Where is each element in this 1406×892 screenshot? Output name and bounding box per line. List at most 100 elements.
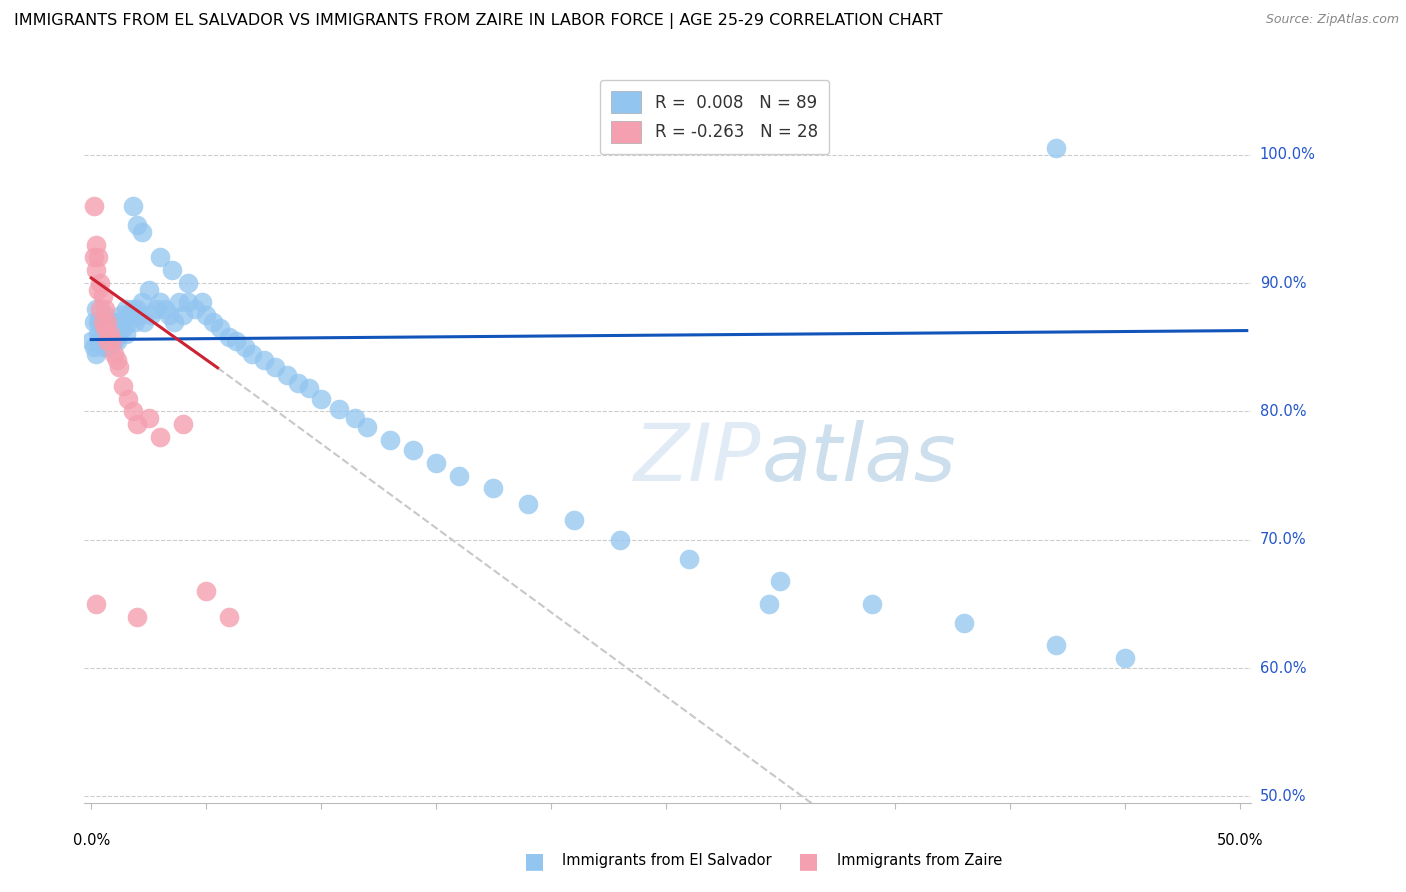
- Point: [84, 263, 107, 277]
- Point: [131, 295, 153, 310]
- Point: [195, 308, 218, 322]
- Point: [83, 340, 105, 354]
- Point: [103, 315, 125, 329]
- Point: [447, 468, 470, 483]
- Point: [105, 321, 128, 335]
- Point: [91, 334, 114, 348]
- Point: [138, 283, 160, 297]
- Point: [108, 315, 131, 329]
- Point: [84, 346, 107, 360]
- Point: [132, 315, 155, 329]
- Point: [121, 404, 143, 418]
- Point: [769, 574, 792, 588]
- Text: 50.0%: 50.0%: [1216, 833, 1263, 848]
- Point: [89, 276, 111, 290]
- Point: [153, 301, 176, 316]
- Point: [94, 327, 117, 342]
- Point: [356, 419, 378, 434]
- Point: [96, 340, 118, 354]
- Point: [678, 552, 700, 566]
- Point: [121, 199, 143, 213]
- Point: [94, 321, 117, 335]
- Point: [127, 609, 149, 624]
- Text: 100.0%: 100.0%: [1260, 147, 1316, 162]
- Text: ■: ■: [799, 851, 818, 871]
- Point: [138, 410, 160, 425]
- Point: [139, 308, 162, 322]
- Point: [516, 497, 538, 511]
- Text: IMMIGRANTS FROM EL SALVADOR VS IMMIGRANTS FROM ZAIRE IN LABOR FORCE | AGE 25-29 : IMMIGRANTS FROM EL SALVADOR VS IMMIGRANT…: [14, 13, 942, 29]
- Point: [157, 308, 180, 322]
- Point: [98, 334, 121, 348]
- Point: [264, 359, 287, 374]
- Point: [98, 327, 121, 342]
- Text: Source: ZipAtlas.com: Source: ZipAtlas.com: [1265, 13, 1399, 27]
- Point: [233, 340, 256, 354]
- Point: [87, 251, 110, 265]
- Point: [91, 289, 114, 303]
- Point: [89, 301, 111, 316]
- Point: [1045, 638, 1067, 652]
- Point: [298, 381, 321, 395]
- Point: [87, 334, 110, 348]
- Point: [758, 597, 780, 611]
- Point: [860, 597, 883, 611]
- Point: [145, 301, 167, 316]
- Point: [344, 410, 367, 425]
- Point: [114, 301, 136, 316]
- Text: 90.0%: 90.0%: [1260, 276, 1306, 291]
- Point: [1045, 141, 1067, 155]
- Point: [96, 327, 118, 342]
- Point: [110, 308, 132, 322]
- Text: 70.0%: 70.0%: [1260, 533, 1306, 547]
- Point: [96, 334, 118, 348]
- Text: atlas: atlas: [761, 420, 956, 498]
- Text: 80.0%: 80.0%: [1260, 404, 1306, 419]
- Point: [252, 353, 274, 368]
- Point: [112, 378, 135, 392]
- Point: [87, 327, 110, 342]
- Text: 60.0%: 60.0%: [1260, 661, 1306, 675]
- Text: Immigrants from Zaire: Immigrants from Zaire: [837, 854, 1002, 868]
- Point: [108, 359, 131, 374]
- Point: [94, 308, 117, 322]
- Point: [276, 368, 298, 383]
- Point: [87, 283, 110, 297]
- Text: Immigrants from El Salvador: Immigrants from El Salvador: [562, 854, 772, 868]
- Point: [128, 308, 150, 322]
- Point: [124, 315, 146, 329]
- Point: [127, 417, 149, 432]
- Text: ZIP: ZIP: [634, 420, 761, 498]
- Point: [84, 301, 107, 316]
- Point: [208, 321, 231, 335]
- Point: [425, 456, 447, 470]
- Point: [149, 251, 172, 265]
- Point: [96, 315, 118, 329]
- Point: [482, 482, 505, 496]
- Point: [105, 353, 128, 368]
- Point: [149, 295, 172, 310]
- Point: [953, 616, 976, 631]
- Point: [195, 584, 218, 599]
- Point: [91, 321, 114, 335]
- Text: 50.0%: 50.0%: [1260, 789, 1306, 804]
- Point: [218, 330, 240, 344]
- Legend: R =  0.008   N = 89, R = -0.263   N = 28: R = 0.008 N = 89, R = -0.263 N = 28: [599, 79, 830, 154]
- Point: [121, 301, 143, 316]
- Point: [131, 225, 153, 239]
- Point: [378, 433, 401, 447]
- Point: [328, 401, 350, 416]
- Point: [94, 334, 117, 348]
- Point: [84, 597, 107, 611]
- Point: [562, 514, 585, 528]
- Point: [201, 315, 224, 329]
- Point: [91, 340, 114, 354]
- Point: [117, 315, 139, 329]
- Point: [287, 376, 309, 391]
- Point: [167, 295, 190, 310]
- Point: [89, 334, 111, 348]
- Point: [160, 263, 183, 277]
- Point: [101, 334, 124, 348]
- Point: [218, 609, 240, 624]
- Point: [190, 295, 212, 310]
